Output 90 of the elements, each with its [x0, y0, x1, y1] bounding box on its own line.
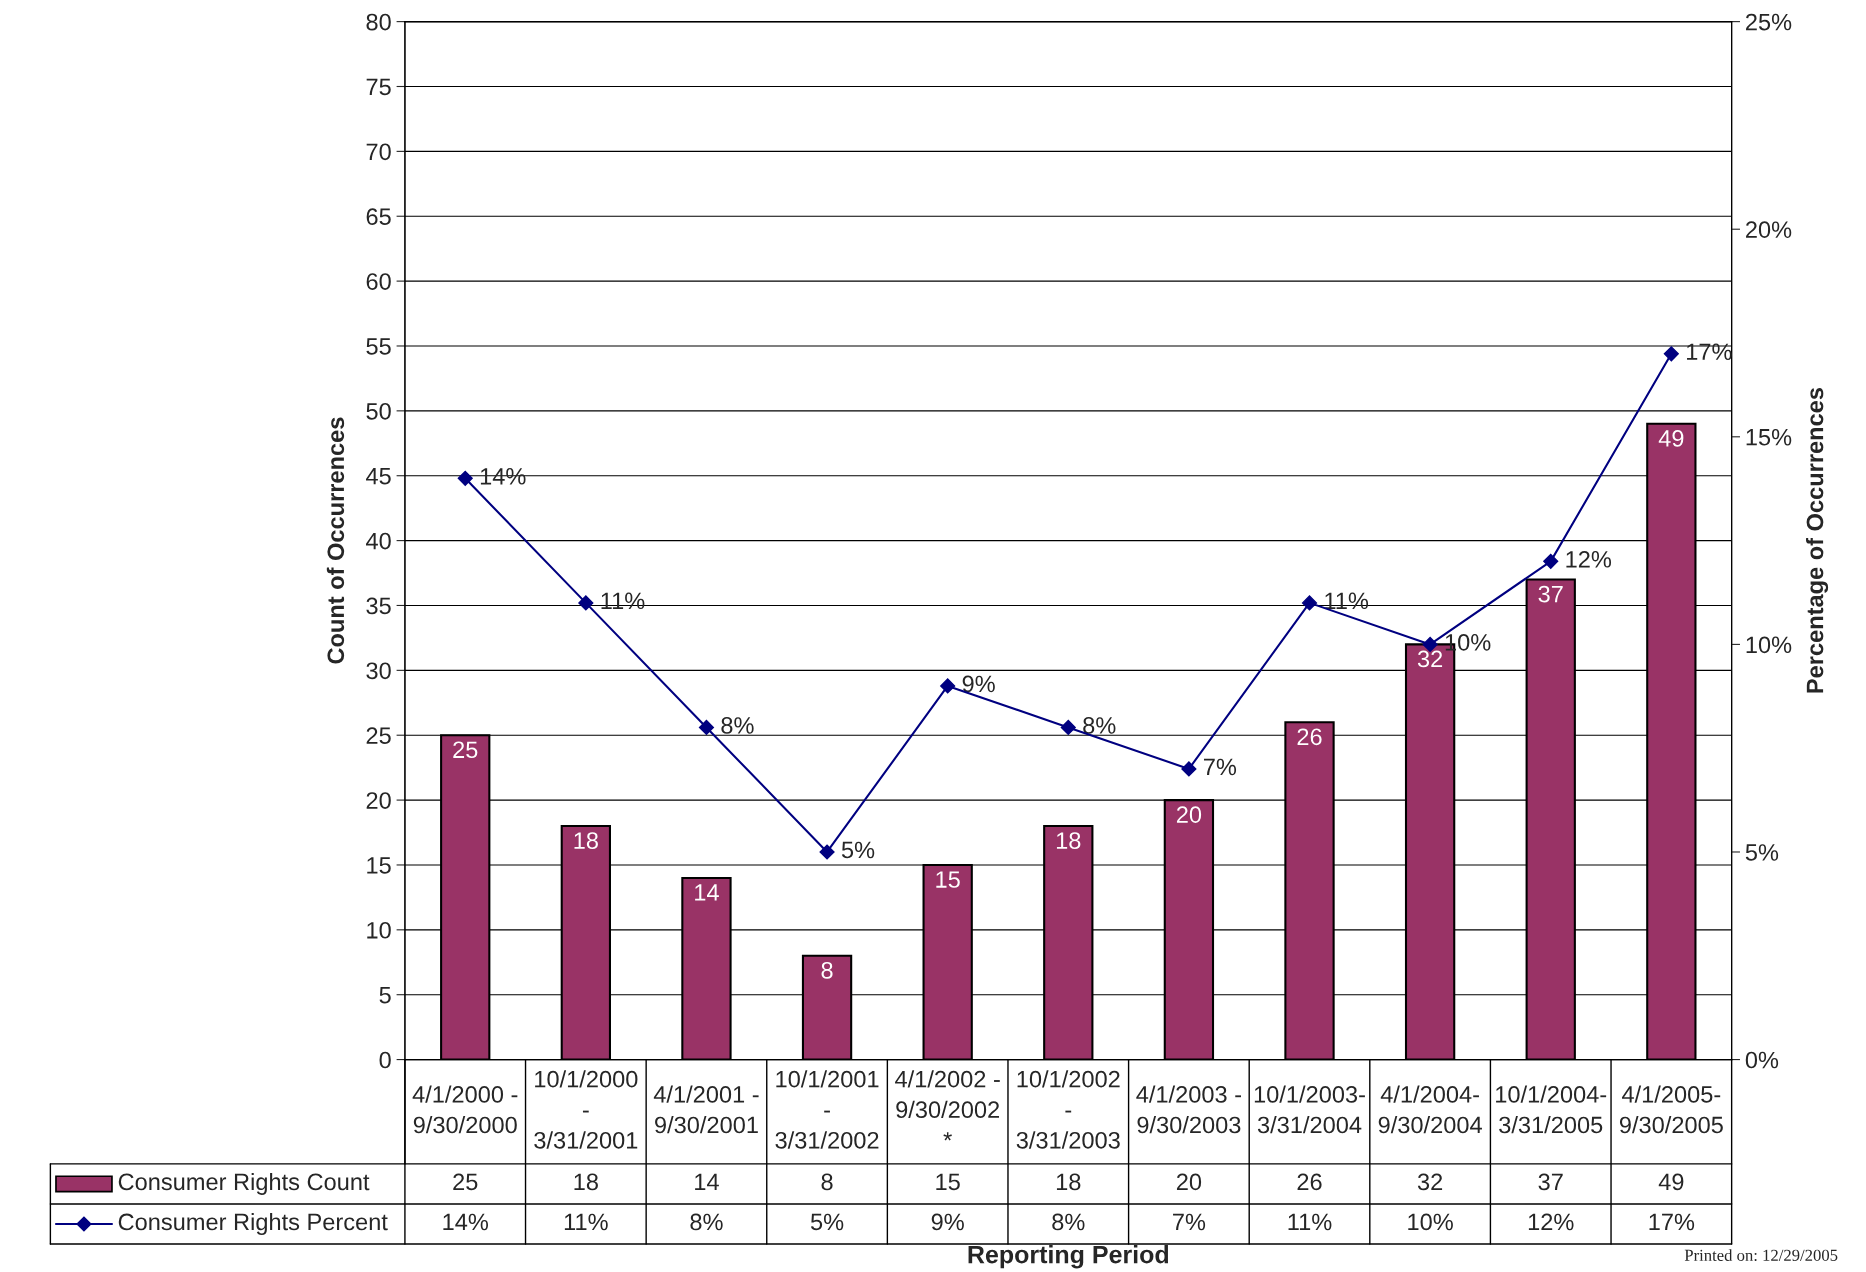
data-label: 25 — [453, 1173, 478, 1191]
y-tick-label: 40 — [366, 532, 391, 550]
y2-tick-label: 15% — [1746, 428, 1792, 446]
x-tick-label: 10/1/2001 - 3/31/2002 — [775, 1070, 879, 1149]
data-label: 32 — [1417, 1173, 1443, 1191]
y-tick-label: 75 — [366, 78, 391, 96]
x-tick-label: 4/1/2001 - 9/30/2001 — [653, 1085, 759, 1134]
y-tick-label: 70 — [366, 143, 391, 161]
y-tick-label: 55 — [366, 338, 391, 355]
data-label: 5% — [810, 1213, 844, 1231]
data-label: 10% — [1408, 1213, 1453, 1231]
text: 12% — [1566, 550, 1612, 568]
data-label: 17% — [1649, 1213, 1695, 1231]
data-label: 11% — [1288, 1213, 1332, 1231]
y-tick-label: 30 — [366, 662, 391, 680]
x-tick-label: 4/1/2004- 9/30/2004 — [1378, 1085, 1482, 1134]
x-tick-label: 4/1/2003 - 9/30/2003 — [1136, 1085, 1242, 1134]
data-label: 26 — [1297, 1173, 1322, 1191]
data-label: 18 — [1056, 1173, 1081, 1191]
y-tick-label: 5 — [379, 987, 391, 1004]
point — [1543, 553, 1559, 569]
data-label: 8% — [1052, 1213, 1085, 1231]
y2-axis-title: Percentage of Occurrences — [1805, 388, 1829, 693]
point — [1663, 346, 1679, 362]
data-label: 11% — [564, 1213, 608, 1231]
text: 18 — [1056, 832, 1081, 849]
text: 7% — [1204, 758, 1237, 776]
y2-tick-label: 10% — [1746, 636, 1792, 654]
y-tick-label: 20 — [366, 792, 391, 809]
legend-label: Consumer Rights Count — [118, 1172, 370, 1195]
text: 8 — [821, 961, 833, 979]
y-tick-label: 65 — [366, 208, 391, 226]
y2-tick-label: 20% — [1746, 221, 1792, 238]
y-tick-label: 10 — [367, 921, 391, 939]
y-tick-label: 25 — [366, 727, 391, 744]
text: 8% — [721, 717, 754, 734]
text: 10% — [1445, 634, 1491, 651]
data-label: 8 — [821, 1173, 833, 1191]
text: 26 — [1297, 728, 1322, 746]
data-label: 14% — [443, 1213, 489, 1231]
data-label: 9% — [931, 1213, 964, 1231]
point — [457, 470, 473, 486]
y-tick-label: 35 — [366, 597, 391, 615]
data-label: 20 — [1176, 1173, 1202, 1191]
y-tick-label: 15 — [367, 857, 391, 874]
y2-tick-label: 0% — [1745, 1051, 1779, 1069]
text: Printed on: 12/29/2005 — [1684, 1249, 1838, 1261]
point — [578, 595, 594, 611]
text: 14 — [695, 884, 719, 901]
point — [1181, 761, 1197, 777]
point — [819, 844, 835, 860]
data-label: 15 — [936, 1173, 960, 1191]
data-label: 8% — [690, 1213, 723, 1231]
y2-tick-label: 25% — [1746, 13, 1792, 31]
text: 20 — [1176, 806, 1202, 823]
x-tick-label: 10/1/2002 - 3/31/2003 — [1016, 1070, 1120, 1149]
y-tick-label: 0 — [379, 1051, 391, 1069]
point — [1301, 595, 1318, 611]
y-axis-title: Count of Occurrences — [326, 417, 345, 664]
x-tick-label: 4/1/2002 - 9/30/2002 * — [895, 1070, 1000, 1141]
y2-tick-label: 5% — [1745, 844, 1779, 861]
y-tick-label: 60 — [366, 273, 391, 290]
x-axis-title: Reporting Period — [968, 1245, 1169, 1269]
data-label: 14 — [695, 1173, 719, 1191]
text: 49 — [1658, 430, 1684, 447]
data-label: 37 — [1538, 1173, 1563, 1191]
x-tick-label: 10/1/2000 - 3/31/2001 — [534, 1070, 638, 1149]
x-tick-label: 10/1/2004- 3/31/2005 — [1496, 1085, 1607, 1134]
text: 15 — [936, 871, 960, 888]
text: 32 — [1417, 650, 1443, 668]
data-label: 18 — [574, 1173, 598, 1191]
x-tick-label: 4/1/2000 - 9/30/2000 — [412, 1085, 518, 1134]
point — [698, 719, 715, 736]
point — [940, 678, 956, 694]
x-tick-label: 4/1/2005- 9/30/2005 — [1619, 1085, 1723, 1134]
data-label: 49 — [1658, 1173, 1684, 1191]
text: 9% — [962, 675, 995, 693]
text: 37 — [1538, 585, 1563, 603]
text: 25 — [453, 741, 478, 759]
text: 8% — [1083, 717, 1116, 734]
legend-label: Consumer Rights Percent — [118, 1212, 388, 1235]
y-tick-label: 80 — [366, 13, 391, 31]
x-tick-label: 10/1/2003- 3/31/2004 — [1254, 1085, 1365, 1134]
text: 18 — [574, 832, 598, 849]
point — [1060, 719, 1076, 736]
y-tick-label: 45 — [366, 468, 391, 485]
y-tick-label: 50 — [366, 402, 391, 420]
data-label: 12% — [1528, 1213, 1574, 1231]
data-label: 7% — [1173, 1213, 1206, 1231]
text: 5% — [841, 841, 875, 859]
